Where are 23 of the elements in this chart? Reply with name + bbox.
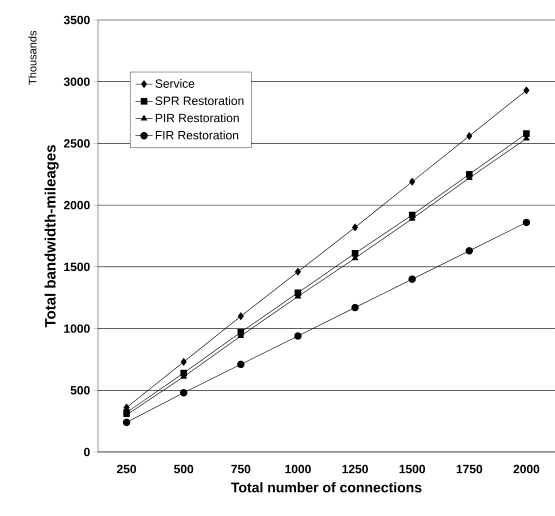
x-tick-label: 1250	[342, 464, 368, 474]
legend-label: FIR Restoration	[156, 130, 238, 140]
y-tick-label: 0	[84, 448, 90, 456]
x-tick-label: 1000	[285, 464, 311, 474]
legend-label: PIR Restoration	[156, 113, 239, 122]
y-axis-title: Total bandwidth-mileages	[44, 145, 59, 328]
x-tick-label: 1500	[400, 464, 426, 474]
text: Thousands	[28, 30, 36, 85]
x-tick-label: 750	[231, 464, 250, 474]
y-tick-label: 3000	[64, 77, 90, 86]
x-axis-title: Total number of connections	[231, 482, 422, 492]
legend-label: SPR Restoration	[155, 96, 244, 106]
y-tick-label: 1000	[64, 324, 90, 333]
y-tick-label: 500	[70, 386, 90, 395]
y-tick-label: 1500	[64, 262, 90, 272]
x-tick-label: 2000	[514, 464, 540, 474]
y-tick-label: 2000	[64, 200, 90, 210]
x-tick-label: 1750	[456, 464, 482, 474]
legend-label: Service	[155, 79, 194, 88]
x-tick-label: 500	[174, 464, 194, 474]
y-tick-label: 3500	[64, 16, 90, 24]
x-tick-label: 250	[116, 464, 136, 474]
y-tick-label: 2500	[64, 139, 90, 148]
